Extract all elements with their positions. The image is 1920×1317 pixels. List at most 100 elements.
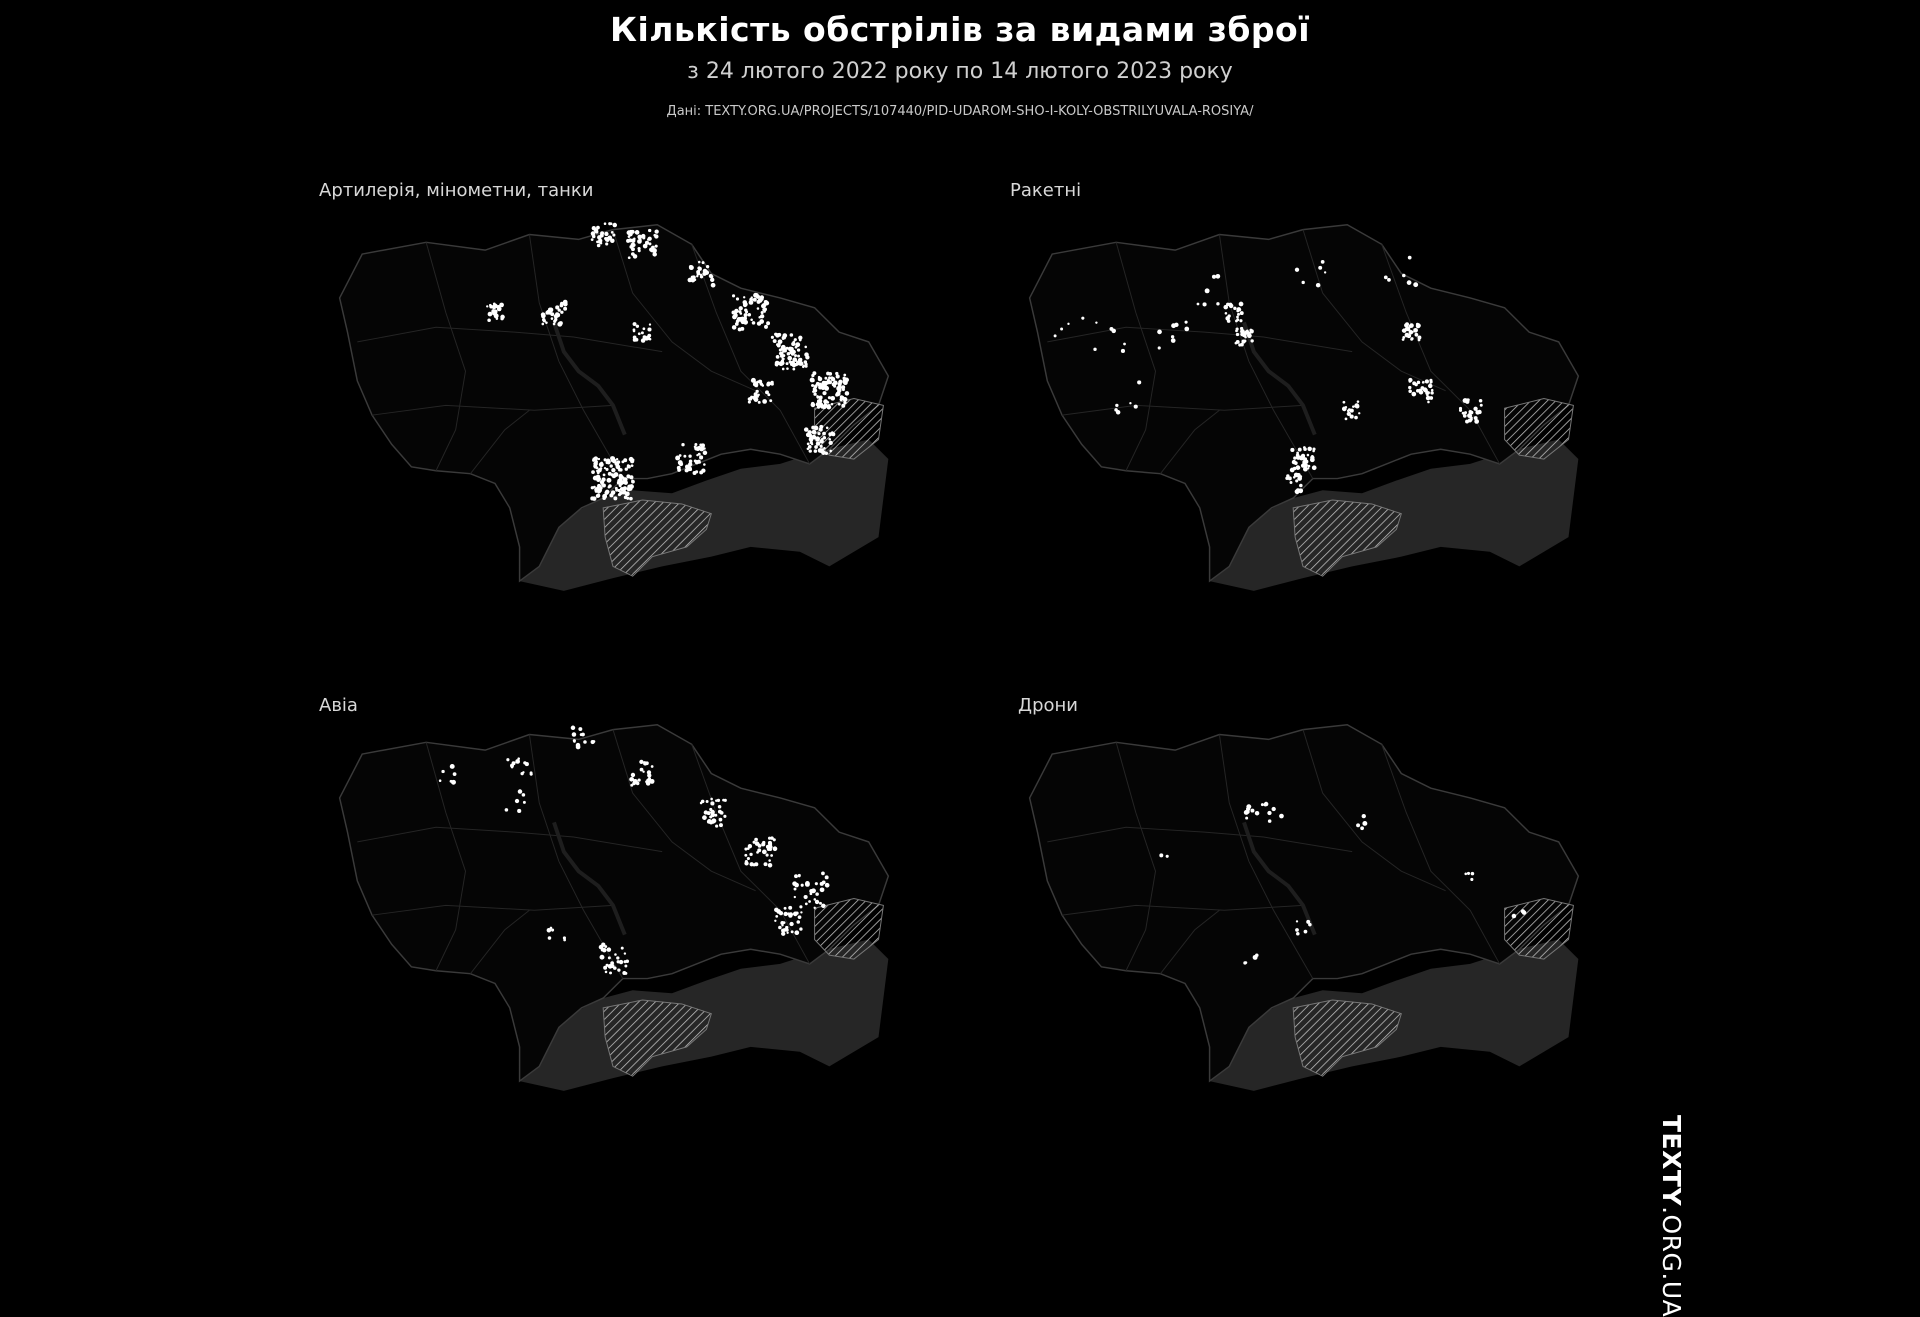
strike-dot	[1133, 404, 1138, 409]
strike-dot	[492, 302, 496, 306]
strike-dot	[1411, 330, 1414, 334]
oblast-border	[612, 229, 756, 392]
strike-dot	[621, 460, 625, 464]
strike-dot	[1295, 920, 1299, 923]
strike-dot	[630, 772, 636, 778]
strike-dot	[746, 847, 750, 851]
strike-dot	[1290, 447, 1295, 453]
strike-dot	[1306, 453, 1310, 457]
strike-dot	[699, 273, 703, 277]
strike-dot	[1295, 479, 1299, 483]
strike-dot	[1235, 332, 1240, 337]
strike-dot	[786, 351, 791, 356]
strike-dot	[797, 874, 801, 878]
strike-dot	[645, 780, 648, 784]
strike-dot	[843, 373, 847, 377]
strike-dot	[613, 966, 617, 970]
strike-dot	[1346, 411, 1351, 416]
strike-dot	[1236, 318, 1240, 322]
strike-dot	[550, 317, 554, 320]
strike-dot	[517, 757, 520, 760]
strike-dot	[1109, 326, 1114, 331]
strike-dot	[615, 488, 619, 492]
data-source: Дані: TEXTY.ORG.UA/PROJECTS/107440/PID-U…	[666, 104, 1254, 119]
strike-dot	[819, 444, 823, 448]
strike-dot	[609, 464, 613, 468]
strike-dot	[816, 395, 820, 399]
strike-dot	[605, 963, 609, 967]
dnipro-river	[1242, 821, 1317, 936]
strike-dot	[819, 881, 824, 886]
strike-dot	[626, 492, 630, 496]
strike-dot	[719, 823, 723, 828]
strike-dot	[1361, 813, 1366, 819]
strike-dot	[794, 874, 798, 879]
strike-dot	[681, 443, 685, 447]
strike-dot	[757, 843, 761, 847]
strike-dot	[778, 911, 784, 916]
strike-dot	[511, 761, 516, 766]
strike-dot	[750, 318, 753, 322]
strike-dot	[716, 798, 721, 803]
strike-dot	[1349, 414, 1354, 419]
strike-dot	[1406, 325, 1409, 329]
strike-dot	[596, 243, 601, 248]
strike-dot	[1224, 312, 1228, 315]
strike-dot	[651, 248, 657, 253]
strike-dot	[1246, 329, 1249, 333]
strike-dot	[1211, 274, 1217, 279]
strike-dot	[1312, 447, 1316, 451]
strike-dot	[637, 247, 641, 251]
strike-dot	[813, 449, 818, 453]
strike-dot	[799, 927, 803, 931]
strike-dot	[697, 266, 701, 270]
strike-dot	[735, 297, 740, 301]
strike-dot	[822, 391, 827, 396]
strike-dot	[616, 956, 620, 960]
strike-dot	[754, 862, 759, 867]
strike-dot	[570, 725, 576, 731]
strike-dot	[595, 466, 599, 470]
strike-dot	[1165, 854, 1169, 858]
strike-dot	[806, 442, 810, 446]
strike-dot	[760, 314, 765, 319]
strike-dot	[1356, 400, 1360, 403]
strike-dot	[597, 457, 601, 461]
strike-dot	[743, 319, 749, 325]
strike-dot	[1411, 391, 1417, 397]
strike-dot	[652, 252, 657, 257]
strike-dot	[1383, 275, 1388, 280]
strike-dot	[626, 474, 631, 479]
oblast-border	[1115, 742, 1157, 971]
strike-dot	[1470, 871, 1475, 876]
strike-dot	[678, 461, 682, 466]
strike-dot	[633, 237, 636, 241]
strike-dot	[626, 486, 632, 492]
strike-dot	[542, 319, 546, 323]
strike-dot	[607, 471, 612, 476]
strike-dot	[780, 920, 785, 925]
strike-dot	[599, 480, 605, 485]
strike-dot	[1308, 922, 1312, 927]
strike-dot	[701, 261, 705, 265]
strike-dot	[598, 462, 604, 468]
strike-dot	[642, 243, 648, 249]
strike-dot	[629, 777, 634, 782]
strike-dot	[597, 477, 602, 481]
strike-dot	[1405, 322, 1410, 327]
strike-dot	[1430, 391, 1434, 395]
strike-dot	[1346, 409, 1350, 412]
strike-dot	[753, 392, 758, 397]
strike-dot	[830, 376, 834, 380]
strike-dot	[1478, 399, 1483, 403]
strike-dot	[703, 810, 708, 815]
strike-dot	[777, 332, 782, 337]
strike-dot	[1267, 819, 1272, 823]
strike-dot	[810, 401, 815, 406]
strike-dot	[1263, 803, 1267, 807]
oblast-border	[425, 742, 467, 971]
strike-dot	[794, 882, 799, 888]
strike-dot	[823, 446, 826, 450]
strike-dot	[1216, 302, 1220, 306]
strike-dot	[1462, 398, 1468, 403]
